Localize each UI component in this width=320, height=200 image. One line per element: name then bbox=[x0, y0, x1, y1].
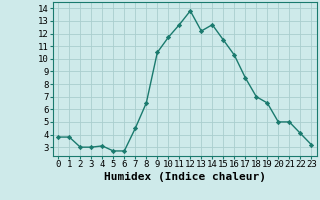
X-axis label: Humidex (Indice chaleur): Humidex (Indice chaleur) bbox=[104, 172, 266, 182]
